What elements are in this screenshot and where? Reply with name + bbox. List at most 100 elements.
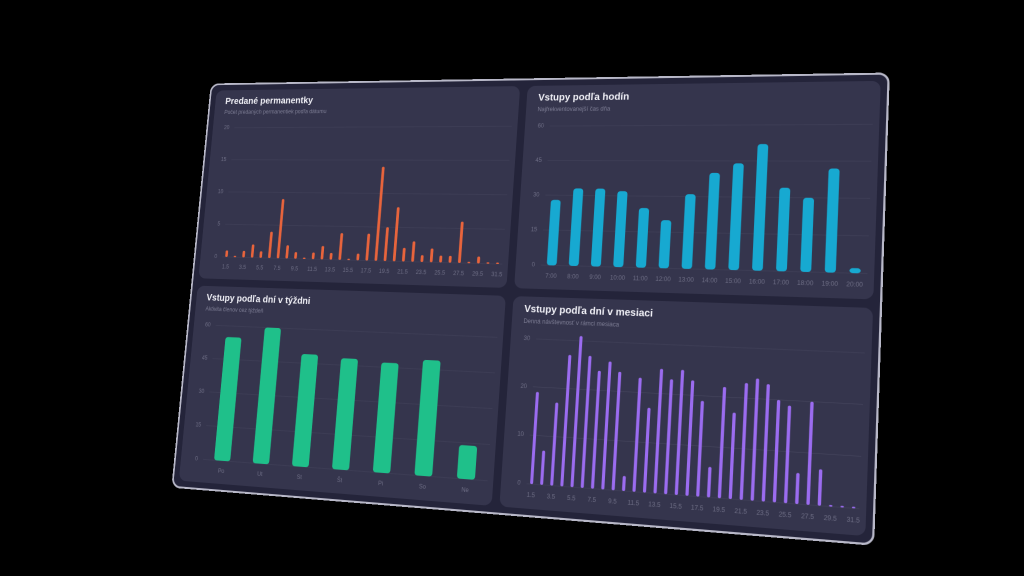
bar — [728, 163, 744, 271]
chart-subtitle: Najfrekventovanejší čas dňa — [537, 106, 611, 113]
y-tick-label: 20 — [520, 383, 527, 390]
bar — [750, 378, 760, 501]
grid-line — [216, 325, 498, 337]
y-tick-label: 15 — [221, 157, 227, 163]
panel: Predané permanentky Počet predaných perma… — [198, 86, 521, 288]
chart: Vstupy podľa hodín Najfrekventovanejší ča… — [531, 91, 881, 289]
bar — [800, 197, 815, 273]
grid-line — [550, 124, 873, 126]
x-tick-label: 11.5 — [307, 267, 317, 273]
panel: Vstupy podľa dní v mesiaci Denná návštevn… — [499, 296, 874, 537]
x-tick-label: 19.5 — [379, 269, 390, 275]
bar — [401, 247, 406, 262]
x-tick-label: 13.5 — [648, 502, 661, 510]
bar — [613, 191, 628, 268]
bar — [411, 241, 416, 262]
bar — [546, 199, 561, 266]
x-tick-label: 17:00 — [773, 280, 789, 287]
bar — [329, 252, 333, 260]
x-tick-label: Pi — [378, 481, 383, 488]
bar — [653, 368, 664, 494]
bar — [717, 386, 727, 499]
bar — [476, 256, 481, 264]
bar — [658, 220, 672, 269]
bar — [849, 268, 861, 274]
bar — [439, 255, 443, 263]
bar — [611, 371, 622, 491]
x-tick-label: St — [296, 475, 302, 482]
bar — [681, 194, 696, 269]
bar — [590, 188, 606, 267]
y-tick-label: 0 — [195, 456, 198, 462]
y-tick-label: 5 — [217, 222, 220, 228]
bar — [338, 233, 344, 260]
bar — [356, 253, 360, 261]
bar — [540, 450, 546, 485]
x-tick-label: Št — [337, 477, 343, 485]
bar — [259, 251, 263, 258]
bar — [225, 250, 229, 257]
bar — [635, 207, 650, 268]
x-tick-label: 31.5 — [846, 517, 860, 525]
bar — [761, 384, 770, 502]
chart-title: Vstupy podľa hodín — [538, 91, 630, 102]
grid-line — [231, 160, 509, 161]
x-tick-label: 7:00 — [545, 273, 557, 280]
bar — [214, 336, 242, 462]
grid-line — [228, 192, 507, 195]
dashboard: Predané permanentky Počet predaných perma… — [171, 72, 890, 546]
bar — [429, 248, 434, 263]
bar — [560, 354, 572, 487]
bar — [824, 168, 840, 273]
bar — [783, 405, 792, 504]
y-tick-label: 0 — [214, 254, 217, 260]
x-tick-label: 5.5 — [256, 265, 264, 271]
chart-title: Predané permanentky — [225, 95, 314, 106]
bar — [320, 246, 325, 260]
y-tick-label: 60 — [205, 322, 211, 328]
chart-title: Vstupy podľa dní v mesiaci — [524, 303, 653, 318]
x-tick-label: 20:00 — [846, 282, 863, 289]
bar — [392, 207, 400, 262]
y-tick-label: 30 — [523, 336, 530, 343]
grid-line — [533, 387, 863, 405]
panel: Vstupy podľa hodín Najfrekventovanejší ča… — [514, 80, 881, 300]
x-tick-label: 25.5 — [778, 512, 791, 520]
x-tick-label: Ut — [257, 472, 263, 479]
y-tick-label: 15 — [195, 422, 201, 428]
bar — [372, 362, 399, 474]
bar — [457, 221, 464, 264]
panel: Vstupy podľa dní v týždni Aktivita členov… — [178, 285, 506, 506]
grid-line — [541, 265, 868, 273]
x-tick-label: Ne — [461, 487, 469, 494]
x-tick-label: 10:00 — [610, 275, 625, 282]
x-tick-label: 9.5 — [291, 266, 299, 272]
y-tick-label: 20 — [224, 125, 230, 131]
bar — [775, 187, 791, 272]
y-tick-label: 10 — [517, 431, 524, 438]
x-tick-label: 7.5 — [587, 497, 596, 504]
bar — [267, 231, 273, 259]
x-tick-label: 31.5 — [491, 272, 503, 279]
bar — [621, 475, 626, 492]
y-tick-label: 45 — [535, 158, 542, 164]
bar — [331, 358, 359, 471]
grid-line — [548, 160, 872, 161]
grid-line — [545, 195, 870, 198]
x-tick-label: 7.5 — [273, 266, 281, 272]
bar — [311, 252, 315, 260]
bar — [242, 250, 246, 258]
x-tick-label: 29.5 — [472, 271, 483, 278]
bar — [285, 245, 290, 259]
y-tick-label: 0 — [517, 480, 521, 487]
x-tick-label: 15.5 — [669, 503, 682, 511]
x-tick-label: 17.5 — [360, 268, 371, 274]
x-tick-label: 23.5 — [415, 270, 426, 277]
x-tick-label: 16:00 — [749, 279, 765, 286]
y-tick-label: 15 — [531, 227, 538, 233]
bar — [420, 255, 424, 263]
chart: Predané permanentky Počet predaných perma… — [214, 95, 520, 279]
bar — [414, 359, 441, 477]
